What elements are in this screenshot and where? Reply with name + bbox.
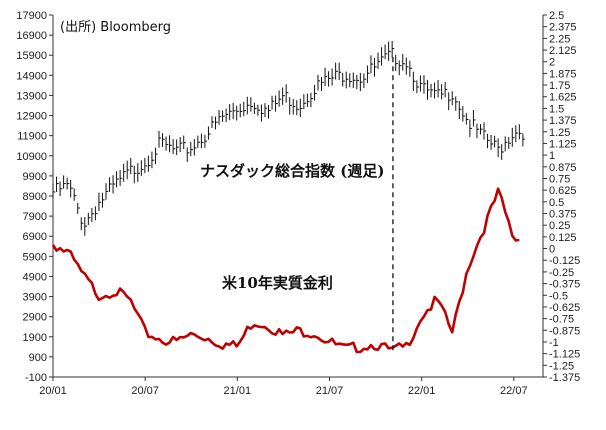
right-tick-label: 0.5 <box>549 197 564 209</box>
right-tick-label: -1.375 <box>549 372 580 384</box>
left-tick-label: 7900 <box>23 211 47 223</box>
right-axis-ticks: -1.375-1.25-1.125-1-0.875-0.75-0.625-0.5… <box>543 10 580 384</box>
x-tick-label: 21/01 <box>224 385 252 397</box>
left-axis-ticks: -100 900 1900 2900 3900 4900 5900 6900 7900 8900 9… <box>16 10 53 384</box>
right-tick-label: 1.375 <box>549 115 577 127</box>
left-tick-label: 12900 <box>16 111 47 123</box>
real-yield-series <box>51 187 520 354</box>
left-tick-label: 3900 <box>23 292 47 304</box>
left-tick-label: 17900 <box>16 10 47 22</box>
x-tick-label: 22/07 <box>500 385 528 397</box>
left-tick-label: 9900 <box>23 171 47 183</box>
right-tick-label: 0.625 <box>549 185 577 197</box>
left-tick-label: 13900 <box>16 90 47 102</box>
nasdaq-annotation: ナスダック総合指数 (週足) <box>200 162 384 180</box>
right-tick-label: 1.75 <box>549 80 570 92</box>
real-yield-line <box>51 187 520 354</box>
right-tick-label: 0.875 <box>549 162 577 174</box>
right-tick-label: 2.5 <box>549 10 564 22</box>
right-tick-label: 2.25 <box>549 33 570 45</box>
left-tick-label: 5900 <box>23 251 47 263</box>
right-tick-label: 2 <box>549 57 555 69</box>
right-tick-label: 0.25 <box>549 220 570 232</box>
left-tick-label: 10900 <box>16 151 47 163</box>
right-tick-label: 0.125 <box>549 232 577 244</box>
right-tick-label: 1.125 <box>549 138 577 150</box>
right-tick-label: -0.125 <box>549 255 580 267</box>
right-tick-label: 1.625 <box>549 92 577 104</box>
left-tick-label: -100 <box>25 372 47 384</box>
right-tick-label: 1.25 <box>549 127 570 139</box>
left-tick-label: 2900 <box>23 312 47 324</box>
real-yield-annotation: 米10年実質金利 <box>222 274 333 292</box>
left-tick-label: 16900 <box>16 30 47 42</box>
x-tick-label: 22/01 <box>408 385 436 397</box>
left-tick-label: 6900 <box>23 231 47 243</box>
left-tick-label: 15900 <box>16 50 47 62</box>
left-tick-label: 900 <box>29 352 47 364</box>
right-tick-label: 2.125 <box>549 45 577 57</box>
axes-layer <box>52 15 544 378</box>
right-tick-label: -0.25 <box>549 267 574 279</box>
right-tick-label: -1.25 <box>549 360 574 372</box>
right-tick-label: -0.375 <box>549 279 580 291</box>
right-tick-label: 0 <box>549 244 555 256</box>
right-tick-label: 0.75 <box>549 173 570 185</box>
right-tick-label: -0.5 <box>549 290 568 302</box>
right-tick-label: -0.75 <box>549 314 574 326</box>
left-tick-label: 11900 <box>17 131 47 143</box>
right-tick-label: 1.875 <box>549 68 577 80</box>
right-tick-label: 2.375 <box>549 22 577 34</box>
right-tick-label: -1.125 <box>549 349 580 361</box>
left-tick-label: 14900 <box>16 70 47 82</box>
right-tick-label: 1 <box>549 150 555 162</box>
x-tick-label: 21/07 <box>316 385 344 397</box>
left-tick-label: 4900 <box>23 271 47 283</box>
x-tick-label: 20/07 <box>131 385 159 397</box>
left-tick-label: 1900 <box>23 332 47 344</box>
right-tick-label: -1 <box>549 337 559 349</box>
right-tick-label: -0.875 <box>549 325 580 337</box>
source-label: (出所) Bloomberg <box>60 20 171 35</box>
left-tick-label: 8900 <box>23 191 47 203</box>
right-tick-label: -0.625 <box>549 302 580 314</box>
nasdaq-series <box>52 41 526 236</box>
x-tick-label: 20/01 <box>39 385 67 397</box>
right-tick-label: 1.5 <box>549 103 564 115</box>
x-axis-ticks: 20/01 20/07 21/01 21/07 22/01 22/07 <box>39 377 528 397</box>
right-tick-label: 0.375 <box>549 209 577 221</box>
